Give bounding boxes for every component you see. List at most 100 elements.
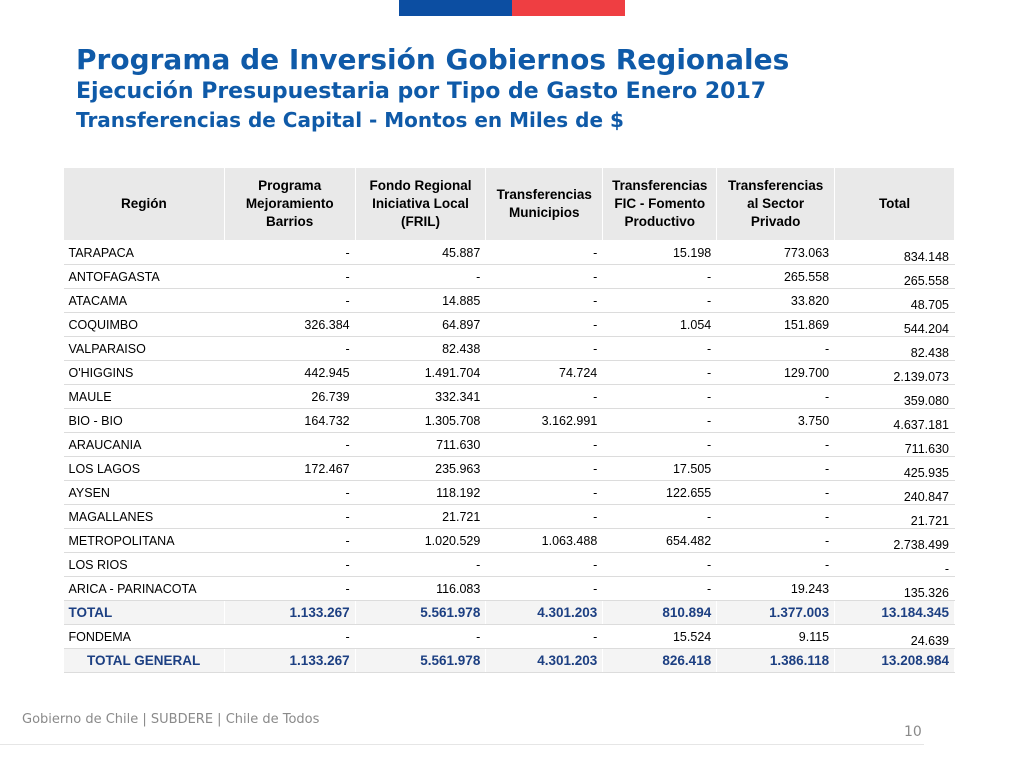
- region-cell: ARAUCANIA: [63, 432, 225, 457]
- value-cell: -: [716, 552, 836, 577]
- value-cell: -: [602, 384, 718, 409]
- region-cell: MAGALLANES: [63, 504, 225, 529]
- table-body: TARAPACA -45.887-15.198 773.063 834.148 ANTO…: [63, 240, 955, 673]
- column-header: Región: [63, 167, 225, 241]
- value-cell: 711.630: [355, 432, 487, 457]
- value-cell: 4.301.203: [485, 600, 604, 625]
- table-row: METROPOLITANA -1.020.529 1.063.488 654.482-…: [63, 528, 955, 553]
- value-cell: -: [485, 552, 604, 577]
- value-cell: -: [224, 240, 356, 265]
- value-cell: -: [224, 552, 356, 577]
- value-cell: 151.869: [716, 312, 836, 337]
- value-cell: 164.732: [224, 408, 356, 433]
- value-cell: 9.115: [716, 624, 836, 649]
- column-header: Programa Mejoramiento Barrios: [223, 167, 356, 241]
- value-cell: 1.305.708: [355, 408, 487, 433]
- value-cell: 3.750: [716, 408, 836, 433]
- value-cell: 1.133.267: [224, 600, 356, 625]
- region-cell: ATACAMA: [63, 288, 225, 313]
- table-row: BIO - BIO 164.732 1.305.708 3.162.991-3.750…: [63, 408, 955, 433]
- value-cell: -: [485, 480, 604, 505]
- region-cell: TOTAL: [63, 600, 225, 625]
- total-cell: 240.847: [834, 480, 955, 505]
- value-cell: -: [602, 432, 718, 457]
- total-general-row: TOTAL GENERAL 1.133.267 5.561.978 4.301.203…: [63, 648, 955, 673]
- value-cell: -: [485, 504, 604, 529]
- value-cell: 172.467: [224, 456, 356, 481]
- value-cell: -: [485, 432, 604, 457]
- value-cell: -: [602, 576, 718, 601]
- value-cell: -: [355, 624, 487, 649]
- value-cell: 1.054: [602, 312, 718, 337]
- table-row: ANTOFAGASTA - - - -265.558 265.558: [63, 264, 955, 289]
- column-header: Transferencias Municipios: [485, 167, 604, 241]
- table-row: LOS RIOS - - - - - -: [63, 552, 955, 577]
- value-cell: 15.198: [602, 240, 718, 265]
- value-cell: 1.386.118: [716, 648, 836, 673]
- page-number: 10: [904, 724, 922, 740]
- value-cell: 4.301.203: [485, 648, 604, 673]
- table-row: AYSEN -118.192-122.655-240.847: [63, 480, 955, 505]
- region-cell: O'HIGGINS: [63, 360, 225, 385]
- region-cell: TOTAL GENERAL: [63, 648, 225, 673]
- value-cell: 118.192: [355, 480, 487, 505]
- footer-text: Gobierno de Chile | SUBDERE | Chile de T…: [22, 712, 320, 727]
- value-cell: 1.020.529: [355, 528, 487, 553]
- value-cell: 122.655: [602, 480, 718, 505]
- value-cell: 773.063: [716, 240, 836, 265]
- value-cell: 442.945: [224, 360, 356, 385]
- column-header: Transferencias FIC - Fomento Productivo: [602, 167, 718, 241]
- table-row: TARAPACA -45.887-15.198 773.063 834.148: [63, 240, 955, 265]
- table-row: ARICA - PARINACOTA -116.083- -19.243 135.32…: [63, 576, 955, 601]
- total-cell: 24.639: [834, 624, 955, 649]
- value-cell: -: [485, 336, 604, 361]
- region-cell: ANTOFAGASTA: [63, 264, 225, 289]
- total-row: TOTAL 1.133.267 5.561.978 4.301.203 810.894 1…: [63, 600, 955, 625]
- total-cell: 13.184.345: [834, 600, 955, 625]
- region-cell: LOS RIOS: [63, 552, 225, 577]
- value-cell: 332.341: [355, 384, 487, 409]
- value-cell: 17.505: [602, 456, 718, 481]
- slide-header: Programa de Inversión Gobiernos Regional…: [76, 42, 789, 134]
- value-cell: 654.482: [602, 528, 718, 553]
- value-cell: 5.561.978: [355, 648, 487, 673]
- value-cell: -: [716, 456, 836, 481]
- region-cell: BIO - BIO: [63, 408, 225, 433]
- value-cell: 1.063.488: [485, 528, 604, 553]
- table-row: VALPARAISO -82.438- - -82.438: [63, 336, 955, 361]
- total-cell: 4.637.181: [834, 408, 955, 433]
- table-row: ATACAMA -14.885- -33.820 48.705: [63, 288, 955, 313]
- value-cell: 74.724: [485, 360, 604, 385]
- total-cell: 48.705: [834, 288, 955, 313]
- value-cell: -: [602, 360, 718, 385]
- value-cell: -: [485, 312, 604, 337]
- total-cell: 544.204: [834, 312, 955, 337]
- value-cell: 265.558: [716, 264, 836, 289]
- value-cell: -: [485, 288, 604, 313]
- region-cell: AYSEN: [63, 480, 225, 505]
- value-cell: -: [602, 288, 718, 313]
- value-cell: -: [355, 264, 487, 289]
- slide-title: Programa de Inversión Gobiernos Regional…: [76, 43, 790, 76]
- value-cell: 82.438: [355, 336, 487, 361]
- value-cell: -: [716, 528, 836, 553]
- value-cell: 26.739: [224, 384, 356, 409]
- value-cell: 1.377.003: [716, 600, 836, 625]
- region-cell: FONDEMA: [63, 624, 225, 649]
- value-cell: -: [716, 336, 836, 361]
- value-cell: -: [224, 480, 356, 505]
- value-cell: -: [224, 264, 356, 289]
- value-cell: 826.418: [602, 648, 718, 673]
- total-cell: 265.558: [834, 264, 955, 289]
- table-row: MAULE 26.739 332.341- - -359.080: [63, 384, 955, 409]
- table-row: O'HIGGINS 442.945 1.491.704 74.724-129.700 2…: [63, 360, 955, 385]
- value-cell: -: [485, 384, 604, 409]
- value-cell: -: [224, 576, 356, 601]
- fondema-row: FONDEMA - - -15.524 9.115 24.639: [63, 624, 955, 649]
- value-cell: 64.897: [355, 312, 487, 337]
- region-cell: TARAPACA: [63, 240, 225, 265]
- value-cell: 1.491.704: [355, 360, 487, 385]
- value-cell: -: [485, 456, 604, 481]
- table-row: COQUIMBO 326.384 64.897-1.054 151.869 544.20…: [63, 312, 955, 337]
- budget-table: Región Programa Mejoramiento Barrios Fondo…: [63, 167, 955, 673]
